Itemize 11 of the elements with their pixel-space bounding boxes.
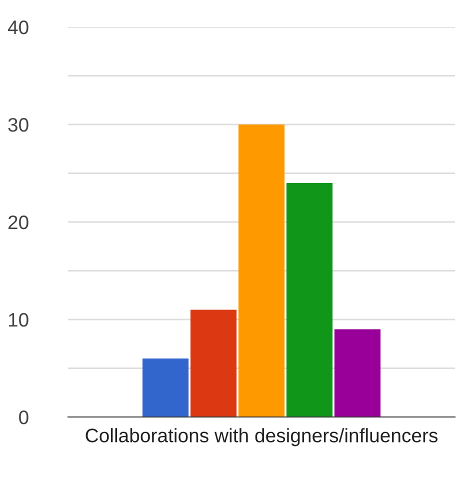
y-tick-label: 10 bbox=[8, 312, 28, 327]
bar bbox=[286, 183, 333, 417]
y-tick-label: 20 bbox=[8, 215, 28, 230]
x-tick-label: Collaborations with designers/influencers bbox=[86, 428, 438, 446]
bar bbox=[238, 124, 285, 417]
y-tick-label: 40 bbox=[8, 20, 28, 34]
bar bbox=[334, 329, 381, 417]
y-tick-label: 0 bbox=[19, 410, 28, 424]
y-tick-label: 30 bbox=[8, 118, 28, 132]
bar bbox=[190, 310, 237, 417]
bar bbox=[142, 358, 189, 417]
